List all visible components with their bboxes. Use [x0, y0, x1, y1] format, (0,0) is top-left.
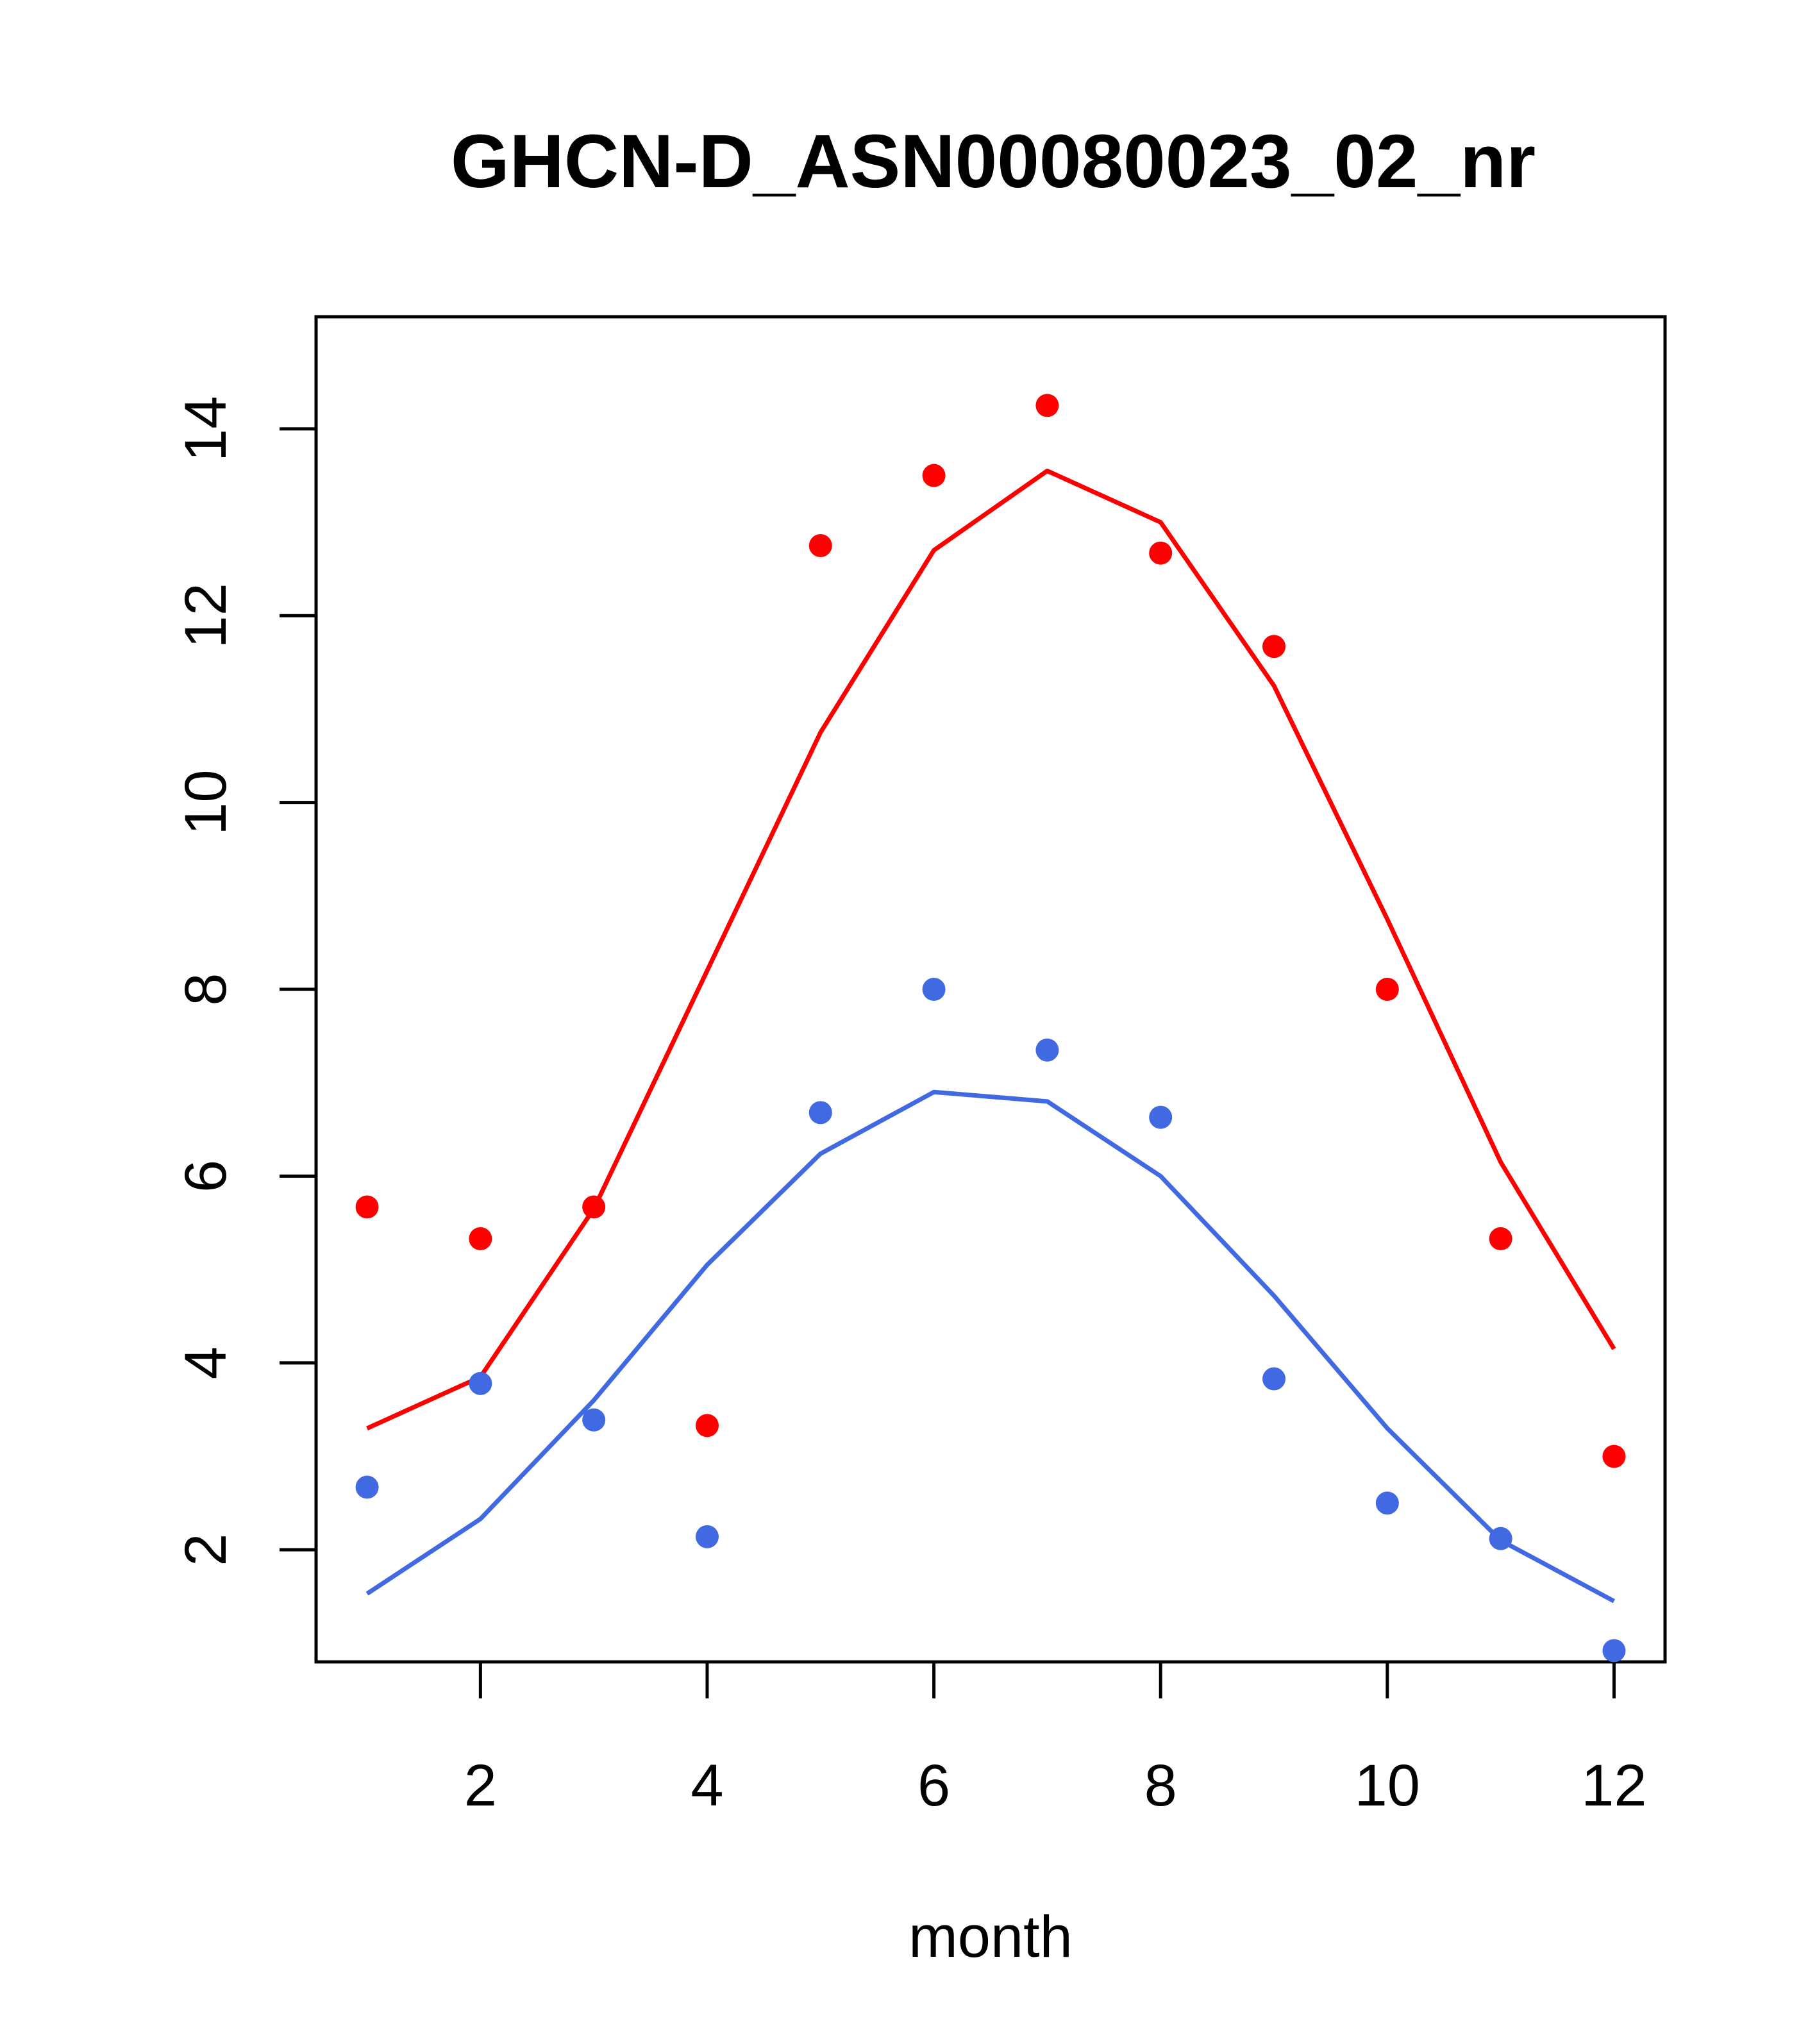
- series-1-point: [1489, 1227, 1512, 1251]
- series-2-point: [469, 1371, 492, 1395]
- x-tick-label: 12: [1581, 1753, 1646, 1818]
- chart-title: GHCN-D_ASN00080023_02_nr: [451, 119, 1536, 204]
- x-axis-label: month: [908, 1904, 1073, 1970]
- series-2-point: [1149, 1105, 1173, 1129]
- y-tick-label: 4: [173, 1346, 239, 1379]
- series-1-point: [1375, 978, 1399, 1001]
- series-2-point: [1262, 1367, 1286, 1391]
- plot-area: [355, 394, 1626, 1663]
- series-1-point: [1602, 1445, 1626, 1468]
- series-1-point: [469, 1227, 492, 1251]
- y-tick-label: 10: [173, 769, 239, 835]
- x-axis: 2 4 6 8 10 12: [464, 1662, 1647, 1818]
- series-1-point: [808, 533, 832, 557]
- series-2-line: [365, 1089, 1616, 1604]
- y-tick-label: 2: [173, 1534, 239, 1566]
- y-tick-label: 6: [173, 1160, 239, 1193]
- series-2-point: [1375, 1491, 1399, 1515]
- series-2-point: [922, 978, 946, 1001]
- x-tick-label: 6: [917, 1753, 950, 1818]
- series-1-point: [1149, 541, 1173, 565]
- series-2-point: [808, 1101, 832, 1125]
- y-tick-label: 14: [173, 396, 239, 462]
- x-tick-label: 2: [464, 1753, 497, 1818]
- series-1-point: [355, 1195, 379, 1219]
- x-tick-label: 8: [1144, 1753, 1177, 1818]
- series-1-point: [582, 1195, 606, 1219]
- series-2-point: [1602, 1639, 1626, 1663]
- series-2-point: [695, 1525, 719, 1548]
- y-tick-label: 8: [173, 973, 239, 1005]
- series-2-point: [582, 1408, 606, 1432]
- series-1-point: [922, 464, 946, 487]
- series-1-point: [1262, 635, 1286, 658]
- series-2-point: [1035, 1038, 1059, 1062]
- series-1-point: [695, 1414, 719, 1437]
- series-2-point: [355, 1475, 379, 1499]
- plot-frame: [314, 315, 1667, 1664]
- x-tick-label: 10: [1355, 1753, 1420, 1818]
- y-axis: 2 4 6 8 10 12 14: [173, 396, 316, 1566]
- series-2-point: [1489, 1527, 1512, 1550]
- y-tick-label: 12: [173, 583, 239, 648]
- series-1-point: [1035, 394, 1059, 417]
- series-1-line: [366, 468, 1616, 1430]
- x-tick-label: 4: [691, 1753, 723, 1818]
